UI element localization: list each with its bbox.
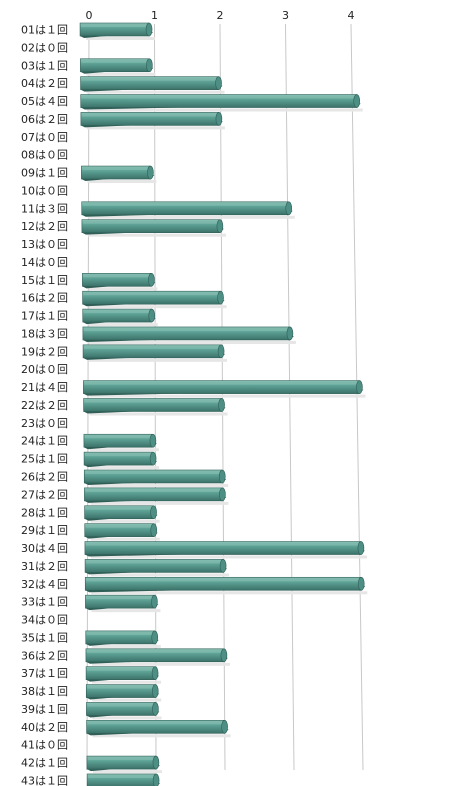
x-tick-label: 3: [282, 9, 289, 22]
category-label: 06は２回: [21, 113, 68, 126]
bar: [87, 774, 162, 786]
category-label: 37は１回: [21, 667, 68, 680]
category-label: 17は１回: [21, 310, 68, 323]
bar: [84, 452, 159, 469]
category-label: 05は４回: [21, 95, 68, 108]
bar: [86, 685, 161, 702]
category-label: 07は０回: [21, 131, 68, 144]
bar: [83, 327, 296, 344]
bar: [82, 273, 157, 290]
category-label: 38は１回: [21, 685, 68, 698]
bar: [84, 470, 228, 487]
category-label: 08は０回: [21, 149, 68, 162]
category-label: 03は１回: [21, 59, 68, 72]
bar: [80, 59, 155, 76]
bar: [84, 434, 159, 451]
category-label: 25は１回: [21, 453, 68, 466]
category-label: 39は１回: [21, 703, 68, 716]
category-label: 34は０回: [21, 614, 68, 627]
bar: [81, 95, 363, 112]
category-label: 31は２回: [21, 560, 68, 573]
bar: [85, 524, 160, 541]
bar: [83, 345, 227, 362]
bar: [86, 702, 161, 719]
category-label: 13は０回: [21, 238, 68, 251]
category-label: 42は１回: [21, 757, 68, 770]
category-label: 09は１回: [21, 167, 68, 180]
category-label: 20は０回: [21, 363, 68, 376]
bar: [81, 77, 225, 94]
category-label: 14は０回: [21, 256, 68, 269]
bar: [85, 577, 367, 594]
bar: [85, 559, 229, 576]
category-label: 32は４回: [21, 578, 68, 591]
bar: [83, 309, 158, 326]
category-label: 41は０回: [21, 739, 68, 752]
bar: [84, 398, 228, 415]
category-label: 24は１回: [21, 435, 68, 448]
category-label: 30は４回: [21, 542, 68, 555]
category-label: 21は４回: [21, 381, 68, 394]
bar: [87, 756, 162, 773]
bar: [84, 488, 228, 505]
category-label: 35は１回: [21, 631, 68, 644]
category-label: 28は１回: [21, 506, 68, 519]
category-label: 15は１回: [21, 274, 68, 287]
bar: [85, 595, 160, 612]
category-label: 22は２回: [21, 399, 68, 412]
bar: [87, 720, 231, 737]
category-label: 33は１回: [21, 596, 68, 609]
category-label: 10は０回: [21, 184, 68, 197]
category-label: 02は０回: [21, 41, 68, 54]
bar: [86, 631, 161, 648]
bar: [85, 506, 160, 523]
bar: [80, 23, 155, 40]
bar: [86, 649, 230, 666]
category-label: 01は１回: [21, 24, 68, 37]
bar: [83, 291, 227, 308]
bar: [81, 166, 156, 183]
category-label: 18は３回: [21, 327, 68, 340]
category-labels: 01は１回 02は０回 03は１回 04は２回 05は４回 06は２回 07は０回 08は０回…: [21, 24, 68, 786]
category-label: 36は２回: [21, 649, 68, 662]
bar: [82, 220, 226, 237]
bar: [82, 202, 295, 219]
category-label: 19は２回: [21, 345, 68, 358]
category-label: 12は２回: [21, 220, 68, 233]
category-label: 26は２回: [21, 471, 68, 484]
bar: [83, 381, 365, 398]
x-axis-ticks: 0 1 2 3 4: [86, 9, 355, 22]
bars-layer: [80, 23, 367, 786]
category-label: 27は２回: [21, 488, 68, 501]
category-label: 11は３回: [21, 202, 68, 215]
x-tick-label: 1: [151, 9, 158, 22]
category-label: 29は１回: [21, 524, 68, 537]
x-tick-label: 4: [348, 9, 355, 22]
bar: [85, 542, 367, 559]
bar: [81, 112, 225, 129]
category-label: 04は２回: [21, 77, 68, 90]
category-label: 16は２回: [21, 292, 68, 305]
x-tick-label: 2: [217, 9, 224, 22]
category-label: 43は１回: [21, 774, 68, 786]
bar: [86, 667, 161, 684]
x-tick-label: 0: [86, 9, 93, 22]
category-label: 40は２回: [21, 721, 68, 734]
category-label: 23は０回: [21, 417, 68, 430]
